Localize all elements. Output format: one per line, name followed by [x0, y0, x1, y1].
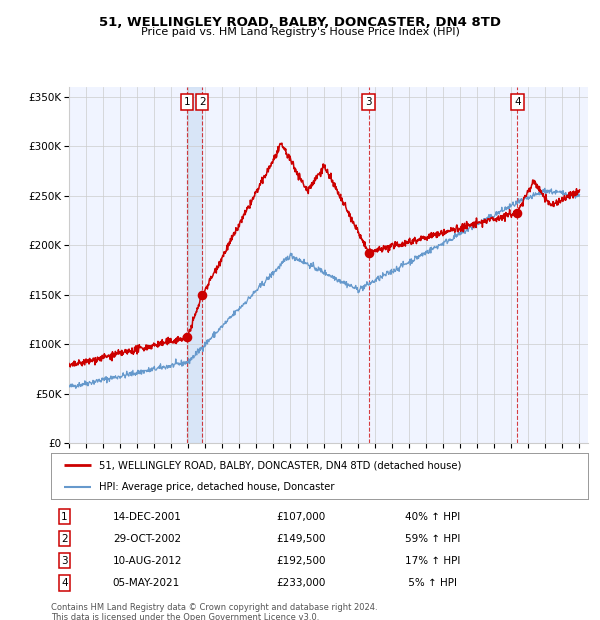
Text: £192,500: £192,500 — [277, 556, 326, 566]
Text: 59% ↑ HPI: 59% ↑ HPI — [406, 534, 461, 544]
Text: 17% ↑ HPI: 17% ↑ HPI — [406, 556, 461, 566]
Text: 14-DEC-2001: 14-DEC-2001 — [113, 512, 182, 521]
Point — [182, 332, 192, 342]
Text: 3: 3 — [61, 556, 68, 566]
Text: 10-AUG-2012: 10-AUG-2012 — [113, 556, 182, 566]
Text: 05-MAY-2021: 05-MAY-2021 — [113, 578, 180, 588]
Text: £107,000: £107,000 — [277, 512, 326, 521]
Text: 29-OCT-2002: 29-OCT-2002 — [113, 534, 181, 544]
Point — [512, 208, 522, 218]
Text: £149,500: £149,500 — [277, 534, 326, 544]
Text: 4: 4 — [514, 97, 521, 107]
Text: HPI: Average price, detached house, Doncaster: HPI: Average price, detached house, Donc… — [100, 482, 335, 492]
Text: 51, WELLINGLEY ROAD, BALBY, DONCASTER, DN4 8TD (detached house): 51, WELLINGLEY ROAD, BALBY, DONCASTER, D… — [100, 460, 462, 470]
Point — [364, 248, 373, 258]
Text: Contains HM Land Registry data © Crown copyright and database right 2024.
This d: Contains HM Land Registry data © Crown c… — [51, 603, 377, 620]
Text: 4: 4 — [61, 578, 68, 588]
Text: 2: 2 — [61, 534, 68, 544]
Bar — [187, 87, 202, 443]
Text: 1: 1 — [61, 512, 68, 521]
Text: 2: 2 — [199, 97, 206, 107]
Text: 51, WELLINGLEY ROAD, BALBY, DONCASTER, DN4 8TD: 51, WELLINGLEY ROAD, BALBY, DONCASTER, D… — [99, 16, 501, 29]
Text: 5% ↑ HPI: 5% ↑ HPI — [406, 578, 457, 588]
Text: 40% ↑ HPI: 40% ↑ HPI — [406, 512, 461, 521]
Point — [197, 290, 207, 300]
Text: Price paid vs. HM Land Registry's House Price Index (HPI): Price paid vs. HM Land Registry's House … — [140, 27, 460, 37]
Text: 3: 3 — [365, 97, 372, 107]
Text: £233,000: £233,000 — [277, 578, 326, 588]
Text: 1: 1 — [184, 97, 191, 107]
